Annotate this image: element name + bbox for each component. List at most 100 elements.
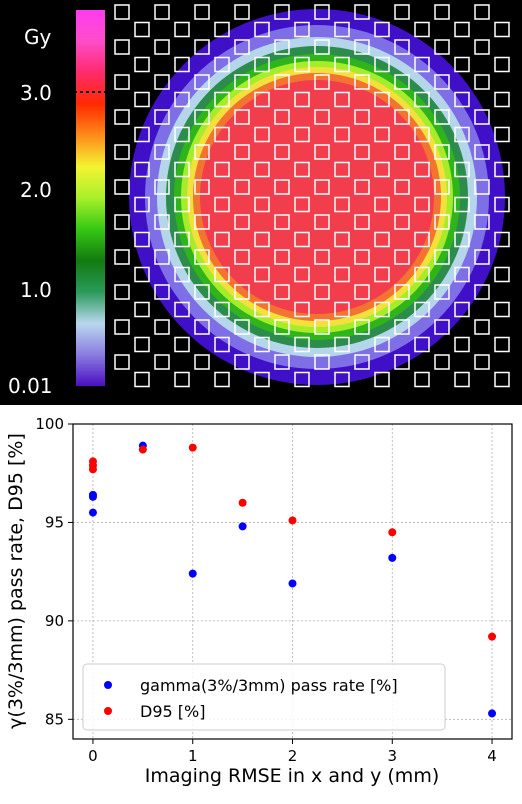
detector-square [214, 91, 230, 108]
detector-square [274, 109, 290, 125]
detector-square [294, 231, 310, 248]
detector-square [154, 319, 170, 335]
detector-square [334, 266, 350, 283]
detector-square [354, 4, 370, 20]
detector-square [434, 109, 450, 125]
x-tick-label: 4 [487, 747, 497, 765]
detector-square [174, 336, 190, 353]
detector-square [274, 284, 290, 300]
detector-square [314, 74, 330, 90]
detector-square [214, 126, 230, 143]
detector-square [334, 336, 350, 353]
detector-square [434, 319, 450, 335]
d95-point [238, 498, 247, 507]
detector-square [494, 231, 510, 248]
detector-square [354, 319, 370, 335]
detector-square [134, 301, 150, 318]
detector-square [294, 56, 310, 73]
detector-square [434, 74, 450, 90]
detector-square [234, 214, 250, 230]
detector-square [494, 266, 510, 283]
detector-square [134, 161, 150, 178]
detector-square [394, 179, 410, 195]
detector-square [234, 39, 250, 55]
d95-point [288, 516, 297, 525]
detector-square [214, 371, 230, 388]
y-axis-label: γ(3%/3mm) pass rate, D95 [%] [5, 433, 27, 729]
d95-point [88, 465, 97, 474]
detector-square [434, 39, 450, 55]
detector-square [414, 301, 430, 318]
detector-square [134, 266, 150, 283]
detector-square [114, 214, 130, 230]
detector-square [414, 126, 430, 143]
detector-square [414, 266, 430, 283]
detector-square [434, 354, 450, 370]
detector-square [194, 39, 210, 55]
detector-square [494, 336, 510, 353]
x-tick-label: 3 [387, 747, 397, 765]
detector-square [494, 126, 510, 143]
detector-square [194, 179, 210, 195]
detector-square [214, 231, 230, 248]
detector-square [314, 179, 330, 195]
detector-square [414, 336, 430, 353]
detector-square [434, 144, 450, 160]
gamma-point [388, 553, 397, 562]
detector-square [274, 39, 290, 55]
detector-square [294, 301, 310, 318]
detector-square [334, 161, 350, 178]
detector-square [474, 319, 490, 335]
colorbar-tick-label: 2.0 [20, 178, 52, 202]
detector-square [234, 74, 250, 90]
detector-square [214, 266, 230, 283]
detector-square [134, 126, 150, 143]
detector-square [254, 21, 270, 38]
detector-square [134, 91, 150, 108]
detector-square [114, 319, 130, 335]
detector-square [414, 56, 430, 73]
detector-square [394, 144, 410, 160]
detector-square [174, 196, 190, 213]
detector-square [234, 284, 250, 300]
detector-square [314, 319, 330, 335]
detector-square [254, 91, 270, 108]
detector-square [334, 231, 350, 248]
detector-square [294, 196, 310, 213]
detector-square [214, 21, 230, 38]
detector-square [194, 74, 210, 90]
detector-square [454, 336, 470, 353]
detector-square [294, 91, 310, 108]
gamma-point [88, 508, 97, 517]
detector-square [474, 284, 490, 300]
detector-square [154, 39, 170, 55]
detector-square [274, 249, 290, 265]
detector-square [194, 109, 210, 125]
x-tick-label: 0 [88, 747, 98, 765]
d95-point [488, 632, 497, 641]
detector-square [114, 284, 130, 300]
detector-square [394, 39, 410, 55]
detector-square [374, 231, 390, 248]
y-tick-label: 95 [45, 513, 64, 531]
detector-square [214, 336, 230, 353]
detector-square [414, 231, 430, 248]
detector-grid [114, 4, 510, 388]
detector-square [114, 354, 130, 370]
detector-square [154, 214, 170, 230]
detector-square [154, 354, 170, 370]
colorbar-tick-label: 1.0 [20, 278, 52, 302]
detector-square [314, 109, 330, 125]
detector-square [114, 249, 130, 265]
detector-square [174, 266, 190, 283]
detector-square [234, 144, 250, 160]
detector-square [394, 214, 410, 230]
detector-square [114, 179, 130, 195]
detector-square [274, 179, 290, 195]
x-tick-label: 1 [188, 747, 198, 765]
detector-square [374, 266, 390, 283]
legend-label-d95: D95 [%] [140, 702, 205, 721]
detector-square [314, 214, 330, 230]
detector-square [234, 354, 250, 370]
detector-square [254, 126, 270, 143]
